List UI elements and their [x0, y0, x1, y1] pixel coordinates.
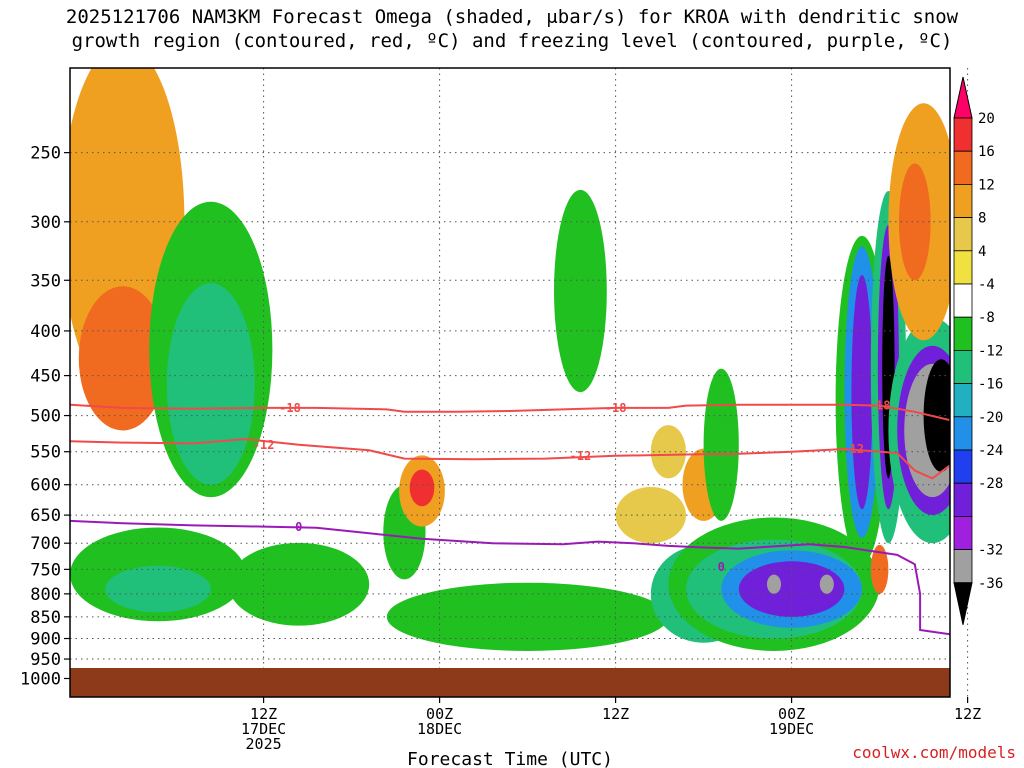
label-freezing-0: 0: [295, 520, 302, 534]
y-tick-label: 700: [30, 534, 61, 554]
omega-cell-21: [766, 574, 782, 594]
omega-cell-35: [898, 163, 931, 281]
colorbar-top-arrow: [953, 76, 973, 119]
y-tick-label: 600: [30, 476, 61, 496]
y-tick-label: 250: [30, 144, 61, 164]
x-tick-label: 19DEC: [769, 720, 814, 738]
omega-cell-20: [738, 561, 845, 617]
colorbar-segment: [953, 516, 973, 551]
y-tick-label: 500: [30, 407, 61, 427]
omega-cell-22: [819, 574, 834, 594]
colorbar-label: -12: [978, 343, 1003, 359]
colorbar-segment: [953, 117, 973, 152]
y-tick-label: 350: [30, 271, 61, 291]
label-minus18: -18: [279, 401, 301, 415]
omega-cell-25: [851, 274, 873, 510]
colorbar-label: 8: [978, 211, 986, 227]
colorbar-segment: [953, 217, 973, 252]
y-tick-label: 800: [30, 585, 61, 605]
omega-cell-36: [955, 604, 980, 638]
contour-minus18: [70, 403, 950, 422]
omega-cell-3: [166, 283, 255, 485]
colorbar-label: 16: [978, 144, 995, 160]
omega-cell-9: [409, 469, 435, 507]
x-tick-label: 00Z: [778, 705, 805, 723]
x-tick-label: 12Z: [954, 705, 981, 723]
colorbar-label: -28: [978, 476, 1003, 492]
x-tick-label: 00Z: [426, 705, 453, 723]
colorbar-segment: [953, 183, 973, 218]
omega-cell-15: [703, 368, 739, 521]
y-tick-label: 550: [30, 443, 61, 463]
omega-cell-11: [554, 189, 607, 393]
omega-cell-1: [78, 286, 167, 431]
contour-minus12: [70, 438, 950, 480]
colorbar-label: 20: [978, 111, 995, 127]
colorbar-label: 4: [978, 244, 986, 260]
x-tick-label: 12Z: [250, 705, 277, 723]
y-tick-label: 950: [30, 650, 61, 670]
colorbar-label: -36: [978, 576, 1003, 592]
y-tick-label: 750: [30, 560, 61, 580]
y-tick-label: 1000: [20, 669, 61, 689]
x-tick-label: 2025: [246, 735, 282, 753]
contour-freezing-0: [70, 519, 950, 636]
x-tick-label: 12Z: [602, 705, 629, 723]
colorbar-segment: [953, 482, 973, 517]
colorbar-label: -20: [978, 410, 1003, 426]
plot-border: [69, 67, 951, 698]
y-tick-label: 300: [30, 213, 61, 233]
omega-cell-12: [615, 486, 686, 544]
colorbar-segment: [953, 316, 973, 351]
y-tick-label: 650: [30, 506, 61, 526]
colorbar-label: -4: [978, 277, 995, 293]
colorbar-segment: [953, 283, 973, 318]
x-tick-label: 17DEC: [241, 720, 286, 738]
colorbar-label: -8: [978, 310, 995, 326]
y-tick-label: 450: [30, 367, 61, 387]
colorbar-segment: [953, 383, 973, 418]
colorbar-bottom-arrow: [953, 582, 973, 625]
colorbar-label: -24: [978, 443, 1003, 459]
y-tick-label: 900: [30, 630, 61, 650]
chart-title-line-1: 2025121706 NAM3KM Forecast Omega (shaded…: [65, 6, 959, 28]
x-axis-label: Forecast Time (UTC): [407, 749, 613, 768]
colorbar-segment: [953, 449, 973, 484]
label-freezing-0: 0: [718, 560, 725, 574]
colorbar-segment: [953, 349, 973, 384]
label-minus12: -12: [842, 442, 864, 456]
chart-title-line-2: growth region (contoured, red, ºC) and f…: [71, 30, 953, 52]
x-tick-label: 18DEC: [417, 720, 462, 738]
omega-cell-6: [228, 542, 370, 626]
label-minus18: -18: [869, 399, 891, 413]
colorbar-segment: [953, 549, 973, 584]
omega-cell-13: [650, 425, 687, 479]
label-minus12: -12: [253, 438, 275, 452]
colorbar-segment: [953, 150, 973, 185]
y-tick-label: 400: [30, 322, 61, 342]
label-minus18: -18: [605, 401, 627, 415]
colorbar-label: 12: [978, 177, 995, 193]
watermark: coolwx.com/models: [852, 743, 1016, 762]
colorbar-segment: [953, 416, 973, 451]
ground-surface: [70, 668, 950, 697]
label-minus12: -12: [570, 449, 592, 463]
colorbar-segment: [953, 250, 973, 285]
y-tick-label: 850: [30, 608, 61, 628]
colorbar-label: -16: [978, 377, 1003, 393]
omega-cell-33: [923, 359, 950, 472]
colorbar-label: -32: [978, 543, 1003, 559]
omega-cell-5: [105, 565, 211, 613]
